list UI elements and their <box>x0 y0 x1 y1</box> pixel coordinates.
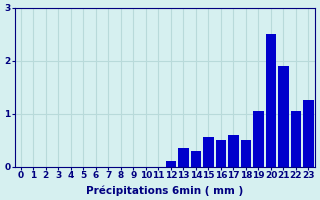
Bar <box>166 161 176 167</box>
Bar <box>191 151 201 167</box>
X-axis label: Précipitations 6min ( mm ): Précipitations 6min ( mm ) <box>86 185 243 196</box>
Bar <box>303 100 314 167</box>
Bar <box>228 135 239 167</box>
Bar <box>278 66 289 167</box>
Bar <box>178 148 189 167</box>
Bar <box>253 111 264 167</box>
Bar <box>216 140 226 167</box>
Bar <box>291 111 301 167</box>
Bar <box>203 137 214 167</box>
Bar <box>266 34 276 167</box>
Bar <box>241 140 251 167</box>
